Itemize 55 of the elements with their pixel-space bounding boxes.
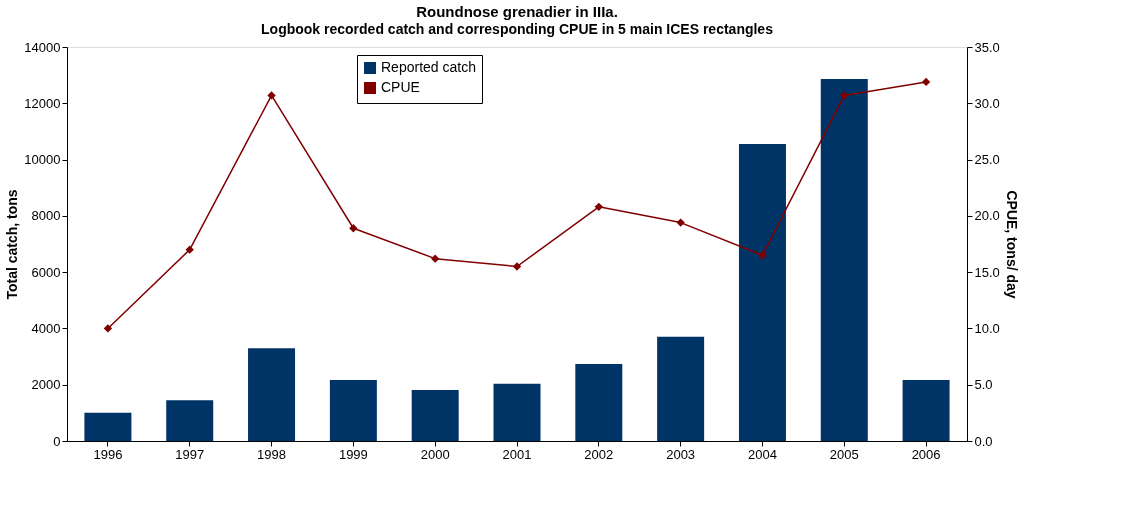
point	[676, 218, 685, 227]
y-tick-label: 8000	[31, 208, 61, 224]
x-tick-label: 2001	[502, 446, 532, 462]
x-tick-label: 1997	[175, 446, 205, 462]
x-tick-label: 2003	[666, 446, 696, 462]
x-tick-label: 2002	[584, 446, 614, 462]
y2-tick-label: 0.0	[974, 433, 993, 449]
point	[185, 245, 194, 254]
y2-tick-label: 30.0	[974, 95, 1000, 111]
y-tick-label: 0	[53, 433, 61, 449]
y-tick-label: 10000	[24, 152, 61, 168]
y-tick-label: 4000	[31, 320, 61, 336]
x-tick-label: 2004	[747, 446, 777, 462]
y-tick-label: 2000	[31, 377, 61, 393]
point	[594, 202, 603, 212]
bar	[657, 336, 705, 441]
bar	[493, 383, 541, 441]
bar	[902, 379, 950, 441]
point	[431, 254, 440, 263]
legend-label: CPUE	[381, 79, 420, 95]
bar	[329, 379, 377, 441]
legend-label: Reported catch	[381, 59, 476, 75]
y2-axis-title: CPUE, tons/ day	[1003, 190, 1020, 299]
y2-tick-label: 35.0	[974, 39, 1000, 55]
x-tick-label: 1998	[257, 446, 287, 462]
chart-subtitle: Logbook recorded catch and corresponding CPUE in 5 main ICES rectangles	[261, 21, 774, 37]
y2-tick-label: 10.0	[974, 320, 1000, 336]
x-tick-label: 1999	[338, 446, 368, 462]
x-tick-label: 2006	[911, 446, 941, 462]
x-tick-label: 2000	[420, 446, 450, 462]
bar	[820, 79, 868, 441]
bar	[738, 144, 786, 441]
point	[512, 262, 522, 271]
y-tick-label: 12000	[24, 95, 61, 111]
y-tick-label: 6000	[31, 264, 61, 280]
x-tick-label: 1996	[93, 446, 123, 462]
point	[758, 251, 767, 260]
y-tick-label: 14000	[24, 39, 61, 55]
y2-tick-label: 20.0	[974, 208, 1000, 224]
x-tick-label: 2005	[829, 446, 859, 462]
point	[840, 91, 849, 100]
y2-tick-label: 25.0	[974, 152, 1000, 168]
bar	[411, 390, 459, 441]
point	[349, 224, 358, 233]
bar	[575, 363, 623, 441]
bar	[248, 348, 296, 441]
y2-tick-label: 15.0	[974, 264, 1000, 280]
point	[921, 77, 931, 87]
chart-title: Roundnose grenadier in IIIa.	[416, 3, 618, 20]
bar	[84, 412, 132, 441]
point	[103, 324, 113, 333]
point	[267, 91, 276, 100]
y2-tick-label: 5.0	[974, 377, 993, 393]
y-axis-title: Total catch, tons	[4, 189, 21, 300]
bar	[166, 400, 214, 441]
